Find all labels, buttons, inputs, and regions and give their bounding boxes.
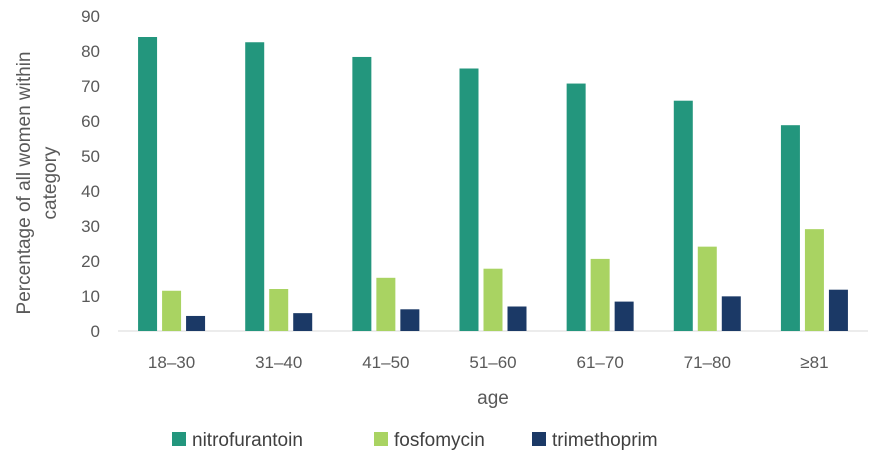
y-tick-label: 80 (81, 42, 100, 61)
bar-nitrofurantoin (780, 125, 800, 331)
x-axis-ticks: 18–30 31–40 41–50 51–60 61–70 71–80 ≥81 (148, 353, 829, 372)
x-tick-label: 31–40 (255, 353, 302, 372)
bar-fosfomycin (804, 229, 824, 331)
legend-swatch (374, 432, 388, 446)
x-tick-label: 71–80 (684, 353, 731, 372)
bar-nitrofurantoin (566, 83, 586, 331)
y-axis-title-line-1: Percentage of all women within (14, 52, 35, 315)
bar-trimethoprim (507, 306, 527, 331)
bar-trimethoprim (293, 313, 313, 331)
bar-trimethoprim (186, 315, 206, 331)
bar-trimethoprim (828, 289, 848, 331)
bar-fosfomycin (162, 290, 182, 331)
bars (138, 37, 848, 331)
x-tick-label: 41–50 (362, 353, 409, 372)
y-axis-title-line-2: category (40, 146, 61, 219)
y-tick-label: 20 (81, 252, 100, 271)
y-tick-label: 0 (91, 322, 100, 341)
y-tick-label: 10 (81, 287, 100, 306)
bar-trimethoprim (614, 301, 634, 331)
y-tick-label: 50 (81, 147, 100, 166)
bar-nitrofurantoin (352, 56, 372, 331)
legend: nitrofurantoin fosfomycin trimethoprim (172, 430, 658, 451)
y-axis-title: Percentage of all women within category (14, 52, 61, 315)
legend-label: trimethoprim (552, 430, 658, 451)
bar-nitrofurantoin (459, 68, 479, 331)
legend-item-trimethoprim: trimethoprim (532, 430, 658, 451)
legend-item-fosfomycin: fosfomycin (374, 430, 485, 451)
bar-trimethoprim (721, 296, 741, 331)
bar-fosfomycin (590, 258, 610, 331)
y-tick-label: 60 (81, 112, 100, 131)
bar-fosfomycin (269, 289, 289, 331)
y-tick-label: 90 (81, 7, 100, 26)
legend-item-nitrofurantoin: nitrofurantoin (172, 430, 303, 451)
legend-label: fosfomycin (394, 430, 485, 451)
bar-nitrofurantoin (245, 42, 265, 331)
x-tick-label: ≥81 (800, 353, 828, 372)
legend-swatch (532, 432, 546, 446)
y-axis-ticks: 0 10 20 30 40 50 60 70 80 90 (81, 7, 100, 341)
y-tick-label: 40 (81, 182, 100, 201)
bar-nitrofurantoin (138, 37, 158, 331)
legend-label: nitrofurantoin (192, 430, 303, 451)
bar-fosfomycin (376, 277, 396, 331)
x-tick-label: 18–30 (148, 353, 195, 372)
bar-nitrofurantoin (673, 100, 693, 331)
x-tick-label: 51–60 (469, 353, 516, 372)
bar-fosfomycin (483, 268, 503, 331)
x-axis-title: age (477, 388, 509, 409)
y-tick-label: 30 (81, 217, 100, 236)
y-tick-label: 70 (81, 77, 100, 96)
legend-swatch (172, 432, 186, 446)
bar-trimethoprim (400, 309, 420, 331)
x-tick-label: 61–70 (577, 353, 624, 372)
bar-fosfomycin (697, 246, 717, 331)
